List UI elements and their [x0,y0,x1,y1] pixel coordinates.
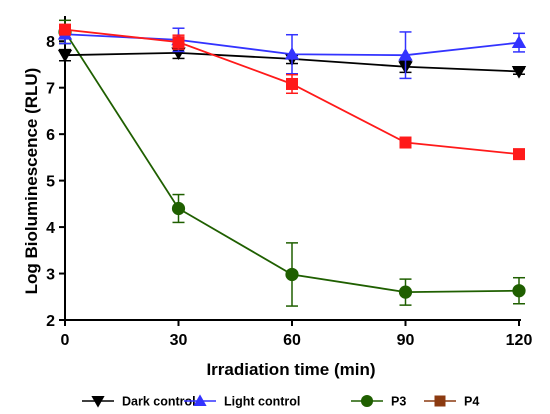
legend-label: P3 [391,395,406,409]
y-axis-title: Log Bioluminescence (RLU) [22,68,41,295]
data-point [285,267,299,282]
data-point [512,284,526,298]
data-point [284,47,300,60]
legend-item: Dark control [82,395,196,409]
data-point [399,136,412,149]
y-tick-label: 2 [46,313,55,330]
x-tick-label: 60 [283,332,301,349]
data-point [286,77,298,90]
data-point [171,201,186,216]
y-tick-label: 6 [46,127,55,144]
series-layer [57,19,527,307]
data-point [172,36,185,49]
x-tick-label: 120 [506,332,533,349]
legend-label: Light control [224,395,300,409]
data-point [171,47,186,61]
legend-marker [91,396,105,408]
legend-marker [193,394,207,406]
y-tick-label: 3 [46,267,55,284]
y-tick-label: 8 [46,34,55,51]
legend-item: P4 [424,395,479,409]
y-tick-label: 7 [46,81,55,98]
legend-item: Light control [184,394,300,409]
legend: Dark control Light control P3 P4 [82,394,479,409]
legend-label: P4 [464,395,479,409]
legend-marker [434,395,446,407]
data-point [398,47,413,61]
data-point [398,285,413,299]
x-tick-label: 30 [170,332,188,349]
x-axis-title: Irradiation time (min) [206,360,375,379]
y-tick-label: 5 [46,174,55,191]
x-axis-ticks: 0 30 60 90 120 [61,320,533,349]
data-point [513,148,525,161]
x-tick-label: 90 [397,332,415,349]
legend-label: Dark control [122,395,196,409]
legend-item: P3 [351,395,406,409]
y-axis-ticks: 2 3 4 5 6 7 8 [46,34,65,330]
x-tick-label: 0 [61,332,70,349]
series-light-control [57,24,527,80]
series-p4 [59,23,525,161]
legend-marker [360,394,374,408]
data-point [511,35,527,49]
y-tick-label: 4 [46,220,55,237]
data-point [57,49,73,63]
data-point [59,23,71,36]
data-point [511,66,527,79]
